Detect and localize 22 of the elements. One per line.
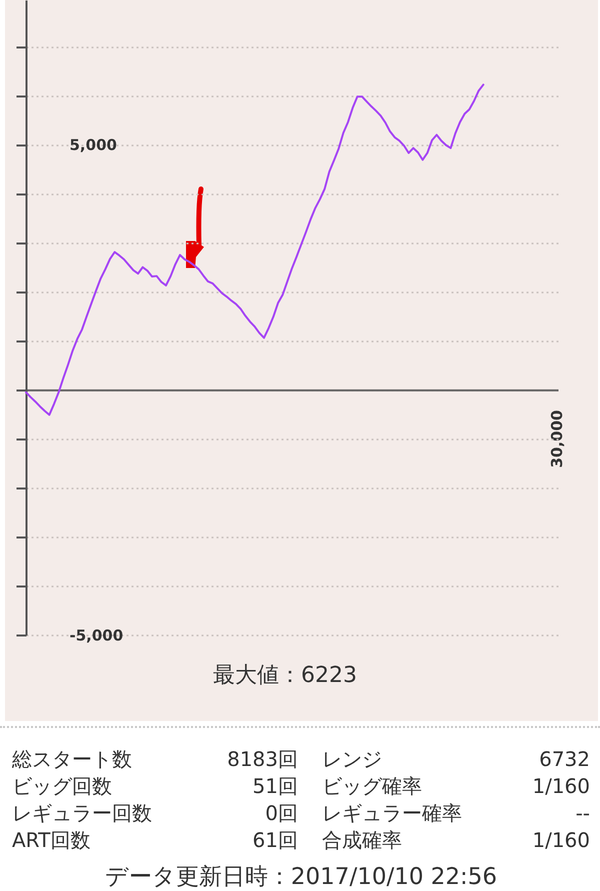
text: データ更新日時：2017/10/10 22:56 <box>104 864 498 891</box>
line-series <box>25 84 484 416</box>
text: 8183回 <box>226 746 298 773</box>
text: 合成確率 <box>321 827 403 854</box>
annotation: 30,000 <box>548 410 566 468</box>
text: 6732 <box>538 746 590 773</box>
text: ART回数 <box>12 827 92 854</box>
text: 1/160 <box>531 827 590 854</box>
text: 61回 <box>252 827 298 854</box>
text: 1/160 <box>531 773 590 800</box>
text: ビッグ確率 <box>321 773 423 800</box>
text: ビッグ回数 <box>12 773 113 800</box>
y-tick-label: 5,000 <box>70 136 117 154</box>
text: 0回 <box>264 800 298 827</box>
text: レンジ <box>321 746 383 773</box>
y-tick-label: -5,000 <box>70 626 124 644</box>
text: 51回 <box>252 773 298 800</box>
text: レギュラー回数 <box>12 800 153 827</box>
text: 最大値：6223 <box>212 662 358 690</box>
text: レギュラー確率 <box>321 800 463 827</box>
text: 総スタート数 <box>12 746 133 773</box>
text: -- <box>574 800 590 827</box>
